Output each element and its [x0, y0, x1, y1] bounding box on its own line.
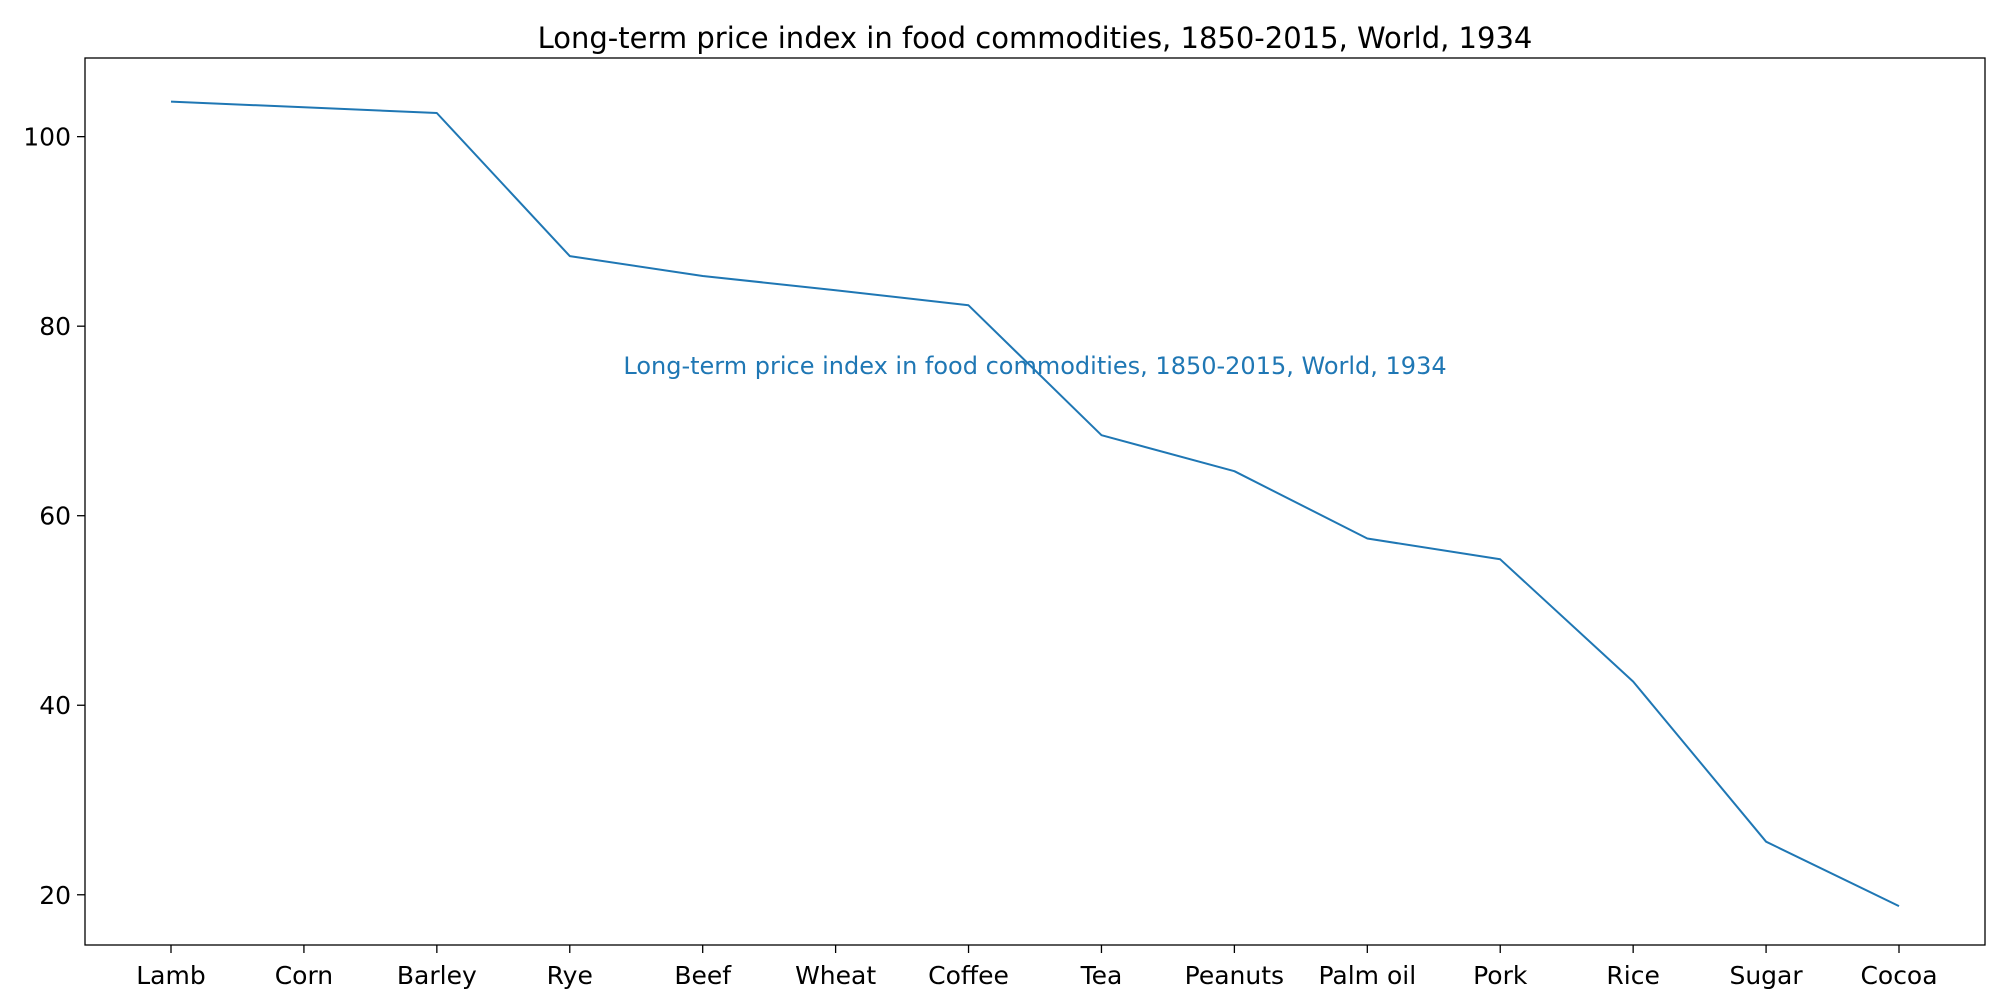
x-tick-label: Pork	[1473, 961, 1528, 990]
y-tick-label: 60	[39, 502, 71, 531]
y-tick-label: 80	[39, 312, 71, 341]
x-tick-label: Cocoa	[1860, 961, 1937, 990]
x-tick-label: Coffee	[928, 961, 1009, 990]
y-tick-label: 100	[23, 123, 71, 152]
x-tick-label: Wheat	[795, 961, 876, 990]
chart-title: Long-term price index in food commoditie…	[538, 21, 1533, 55]
x-tick-label: Barley	[397, 961, 477, 990]
y-axis: 20 40 60 80 100	[23, 123, 85, 910]
x-tick-label: Rye	[547, 961, 593, 990]
x-tick-label: Beef	[674, 961, 732, 990]
series-layer	[171, 102, 1899, 907]
x-tick-label: Sugar	[1729, 961, 1803, 990]
y-tick-label: 40	[39, 691, 71, 720]
plot-area-frame	[85, 58, 1985, 945]
chart-annotation: Long-term price index in food commoditie…	[623, 352, 1446, 380]
x-tick-label: Tea	[1080, 961, 1123, 990]
x-tick-label: Palm oil	[1318, 961, 1416, 990]
x-tick-label: Corn	[275, 961, 333, 990]
x-tick-label: Rice	[1606, 961, 1659, 990]
y-tick-label: 20	[39, 881, 71, 910]
x-axis: Lamb Corn Barley Rye Beef Wheat Coffee Tea Peanu…	[136, 945, 1937, 990]
x-tick-label: Lamb	[136, 961, 205, 990]
series-line	[171, 102, 1899, 907]
x-tick-label: Peanuts	[1185, 961, 1284, 990]
